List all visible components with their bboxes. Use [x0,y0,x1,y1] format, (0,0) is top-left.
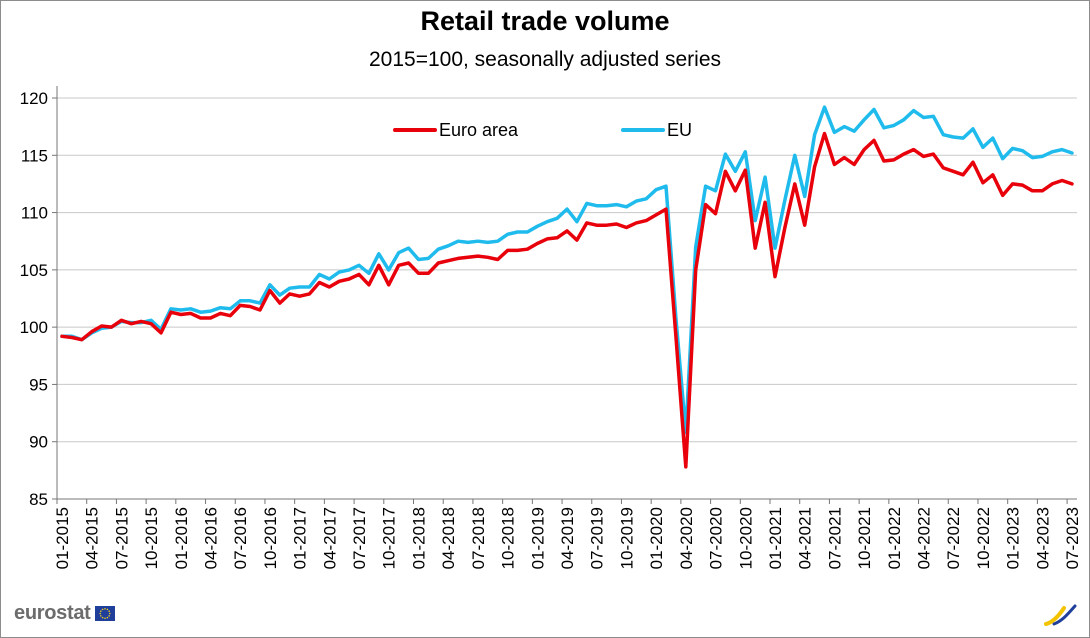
series-lines [60,105,1074,469]
eurostat-logo: eurostat [14,601,115,625]
flag-star [101,616,103,618]
series-line-eu [60,105,1074,435]
flag-star [103,617,106,619]
x-tick-label: 10-2020 [736,507,755,569]
legend-label: EU [667,120,692,140]
x-tick-label: 01-2022 [885,507,904,569]
x-tick-label: 10-2017 [380,507,399,569]
flag-star [98,612,101,614]
chart-subtitle: 2015=100, seasonally adjusted series [369,48,721,71]
x-tick-label: 04-2015 [83,507,102,569]
x-tick-label: 01-2023 [1004,507,1023,569]
flag-star [99,614,102,617]
x-tick-label: 01-2015 [53,507,72,569]
x-tick-label: 04-2019 [558,507,577,569]
x-axis-ticks: 01-2015 04-2015 07-2015 10-2015 01-2016 04-20… [53,499,1082,569]
y-axis-ticks: 85 90 95 100 105 110 115 120 [20,89,57,509]
x-tick-label: 10-2021 [855,507,874,569]
y-tick-label: 90 [29,433,48,452]
x-tick-label: 04-2016 [201,507,220,569]
y-tick-label: 120 [20,89,48,108]
x-tick-label: 07-2019 [588,507,607,569]
axes [56,86,1077,500]
x-tick-label: 07-2020 [707,507,726,569]
x-tick-label: 04-2022 [915,507,934,569]
y-tick-label: 95 [29,375,48,394]
x-tick-label: 07-2021 [825,507,844,569]
y-tick-label: 105 [20,261,48,280]
y-tick-label: 85 [29,490,48,509]
x-tick-label: 07-2016 [231,507,250,569]
x-tick-label: 07-2015 [112,507,131,569]
x-tick-label: 04-2017 [320,507,339,569]
y-tick-label: 115 [21,146,48,165]
eurostat-corner-icon [1044,604,1077,626]
x-tick-label: 07-2023 [1063,507,1082,569]
flag-star [103,607,106,609]
x-tick-label: 04-2020 [677,507,696,569]
x-tick-label: 01-2017 [291,507,310,569]
x-tick-label: 01-2016 [172,507,191,569]
x-tick-label: 07-2022 [944,507,963,569]
y-tick-label: 100 [20,318,48,337]
logo-text: eurostat [14,601,91,624]
x-tick-label: 07-2018 [469,507,488,569]
eu-flag-icon [94,605,115,621]
legend: Euro area EU [393,120,692,140]
x-tick-label: 10-2018 [499,507,518,569]
flag-star [107,609,110,612]
flag-star [99,609,102,612]
x-tick-label: 04-2021 [796,507,815,569]
x-tick-label: 10-2015 [142,507,161,569]
flag-star [107,614,110,617]
x-tick-label: 10-2019 [617,507,636,569]
gridlines [57,97,1077,443]
flag-star [106,608,108,610]
series-line-euro-area [60,131,1074,469]
x-tick-label: 04-2023 [1033,507,1052,569]
x-tick-label: 04-2018 [439,507,458,569]
x-tick-label: 07-2017 [350,507,369,569]
flag-star [101,608,103,610]
chart-title: Retail trade volume [420,6,670,36]
x-tick-label: 10-2016 [261,507,280,569]
flag-star [108,612,111,614]
y-tick-label: 110 [21,204,48,223]
x-tick-label: 10-2022 [974,507,993,569]
flag-star [106,616,108,618]
x-tick-label: 01-2021 [766,507,785,569]
x-tick-label: 01-2018 [409,507,428,569]
legend-label: Euro area [439,120,519,140]
x-tick-label: 01-2019 [528,507,547,569]
x-tick-label: 01-2020 [647,507,666,569]
line-chart: 85 90 95 100 105 110 115 120 01-2015 04-2015 07-2… [20,86,1082,569]
